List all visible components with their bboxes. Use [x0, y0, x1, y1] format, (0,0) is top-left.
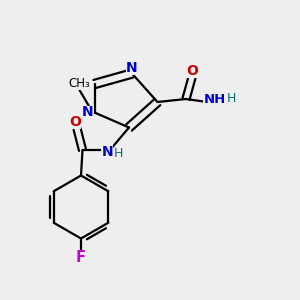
Text: N: N — [126, 61, 138, 74]
Text: F: F — [76, 250, 86, 266]
Text: CH₃: CH₃ — [69, 77, 90, 90]
Text: N: N — [101, 145, 113, 158]
Text: O: O — [187, 64, 199, 78]
Text: O: O — [69, 116, 81, 129]
Text: H: H — [114, 147, 123, 160]
Text: N: N — [82, 106, 94, 119]
Text: ₂: ₂ — [229, 96, 233, 106]
Text: H: H — [227, 92, 236, 106]
Text: NH: NH — [203, 93, 226, 106]
